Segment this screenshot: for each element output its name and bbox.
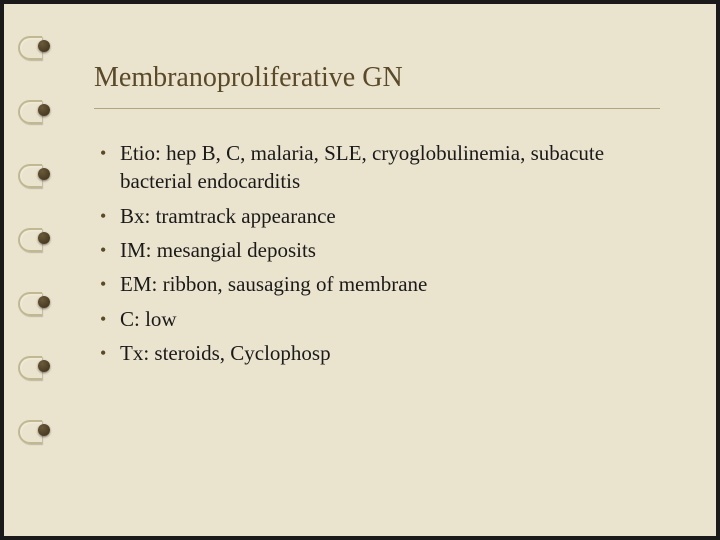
list-item: • Etio: hep B, C, malaria, SLE, cryoglob…	[100, 139, 660, 196]
spiral-binding	[22, 4, 58, 536]
bullet-icon: •	[100, 202, 120, 228]
bullet-text: IM: mesangial deposits	[120, 236, 660, 264]
slide-title: Membranoproliferative GN	[64, 32, 688, 108]
ring-icon	[22, 98, 52, 122]
slide-container: Membranoproliferative GN • Etio: hep B, …	[4, 4, 716, 536]
ring-icon	[22, 290, 52, 314]
bullet-icon: •	[100, 139, 120, 165]
list-item: • EM: ribbon, sausaging of membrane	[100, 270, 660, 298]
list-item: • IM: mesangial deposits	[100, 236, 660, 264]
bullet-text: C: low	[120, 305, 660, 333]
bullet-text: Etio: hep B, C, malaria, SLE, cryoglobul…	[120, 139, 660, 196]
ring-icon	[22, 354, 52, 378]
ring-icon	[22, 162, 52, 186]
bullet-icon: •	[100, 270, 120, 296]
ring-icon	[22, 226, 52, 250]
list-item: • C: low	[100, 305, 660, 333]
ring-icon	[22, 34, 52, 58]
list-item: • Tx: steroids, Cyclophosp	[100, 339, 660, 367]
bullet-icon: •	[100, 305, 120, 331]
bullet-icon: •	[100, 236, 120, 262]
ring-icon	[22, 418, 52, 442]
bullet-icon: •	[100, 339, 120, 365]
bullet-list: • Etio: hep B, C, malaria, SLE, cryoglob…	[64, 109, 688, 367]
list-item: • Bx: tramtrack appearance	[100, 202, 660, 230]
bullet-text: EM: ribbon, sausaging of membrane	[120, 270, 660, 298]
bullet-text: Tx: steroids, Cyclophosp	[120, 339, 660, 367]
bullet-text: Bx: tramtrack appearance	[120, 202, 660, 230]
